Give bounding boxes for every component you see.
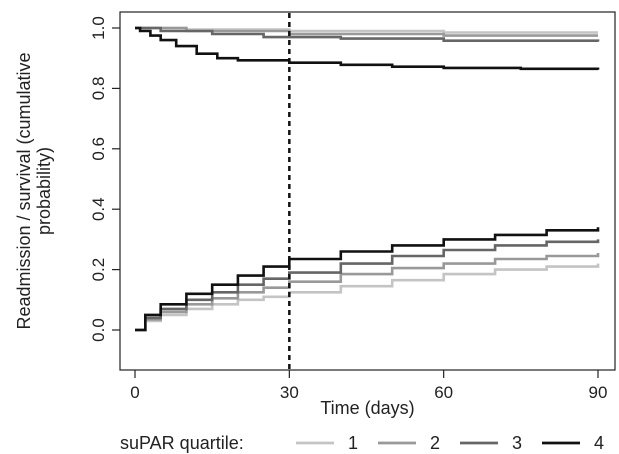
y-tick-label-1: 0.2 (89, 258, 108, 282)
y-tick-label-3: 0.6 (89, 137, 108, 161)
legend-label-1: 1 (348, 433, 358, 453)
x-axis-title: Time (days) (320, 398, 414, 418)
y-tick-label-5: 1.0 (89, 16, 108, 40)
x-tick-label-0: 0 (130, 383, 139, 402)
plot-frame (119, 11, 616, 371)
y-tick-label-0: 0.0 (89, 318, 108, 342)
y-axis-title-line-1: Readmission / survival (cumulative (14, 52, 34, 329)
series-survival-quartile-4 (135, 26, 600, 71)
series-layer (135, 26, 600, 332)
legend-label-4: 4 (594, 433, 604, 453)
x-tick-label-30: 30 (280, 383, 299, 402)
series-survival-quartile-3 (135, 26, 600, 42)
x-tick-label-60: 60 (434, 383, 453, 402)
x-axis: 0 30 60 90 (130, 370, 607, 402)
y-axis: 0.0 0.2 0.4 0.6 0.8 1.0 (89, 16, 120, 342)
plot-area (119, 11, 616, 371)
legend-title: suPAR quartile: (120, 433, 244, 453)
legend-label-3: 3 (512, 433, 522, 453)
legend-label-2: 2 (430, 433, 440, 453)
legend: suPAR quartile: 1 2 3 4 (120, 433, 604, 453)
x-tick-label-90: 90 (589, 383, 608, 402)
series-readmission-quartile-3 (135, 239, 600, 332)
series-readmission-quartile-4 (135, 227, 600, 332)
y-axis-title-line-2: probability) (34, 147, 54, 235)
y-tick-label-2: 0.4 (89, 197, 108, 221)
y-tick-label-4: 0.8 (89, 77, 108, 101)
